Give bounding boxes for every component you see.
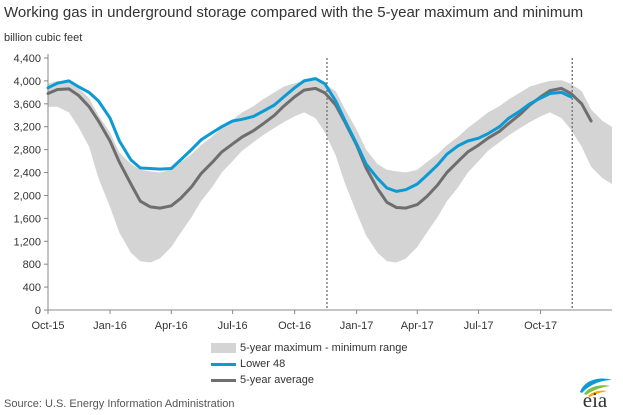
y-tick-label: 400 (23, 282, 41, 294)
x-tick-label: Oct-17 (524, 320, 557, 332)
chart-legend: 5-year maximum - minimum range Lower 48 … (211, 340, 407, 388)
y-tick-label: 2,000 (13, 190, 41, 202)
y-tick-label: 4,400 (13, 53, 41, 65)
series-line-lower48 (46, 77, 573, 193)
y-tick-label: 800 (23, 259, 41, 271)
legend-label-lower48: Lower 48 (240, 358, 286, 370)
eia-logo-text: eia (582, 388, 608, 412)
legend-swatch-avg (211, 378, 236, 382)
y-tick-label: 4,000 (13, 76, 41, 88)
y-tick-label: 1,200 (13, 236, 41, 248)
legend-item-band: 5-year maximum - minimum range (211, 340, 407, 356)
y-tick-label: 1,600 (13, 213, 41, 225)
legend-label-avg: 5-year average (240, 374, 314, 386)
x-tick-label: Apr-17 (401, 320, 434, 332)
x-tick-label: Jan-16 (93, 320, 127, 332)
legend-item-lower48: Lower 48 (211, 356, 407, 372)
y-tick-label: 2,800 (13, 145, 41, 157)
x-tick-label: Apr-16 (155, 320, 188, 332)
y-axis-units-label: billion cubic feet (4, 32, 83, 44)
x-tick-label: Jul-17 (464, 320, 494, 332)
chart-title: Working gas in underground storage compa… (4, 4, 584, 21)
x-tick-label: Oct-16 (278, 320, 311, 332)
source-note: Source: U.S. Energy Information Administ… (4, 398, 235, 410)
legend-swatch-band (211, 343, 236, 353)
series-line-5yr-average (46, 86, 593, 210)
x-tick-label: Jul-16 (218, 320, 248, 332)
legend-item-avg: 5-year average (211, 372, 407, 388)
x-tick-label: Oct-15 (31, 320, 64, 332)
y-tick-label: 3,200 (13, 122, 41, 134)
range-band-area (48, 80, 612, 263)
legend-swatch-lower48 (211, 362, 236, 366)
legend-label-band: 5-year maximum - minimum range (240, 342, 408, 354)
x-tick-label: Jan-17 (340, 320, 374, 332)
y-tick-label: 2,400 (13, 168, 41, 180)
y-tick-label: 0 (35, 305, 41, 317)
y-tick-label: 3,600 (13, 99, 41, 111)
eia-logo-icon (580, 378, 612, 397)
